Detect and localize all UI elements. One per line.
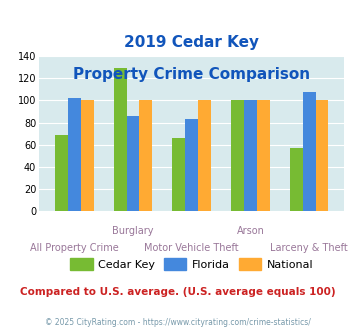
Bar (126, 116, 140, 211)
Text: © 2025 CityRating.com - https://www.cityrating.com/crime-statistics/: © 2025 CityRating.com - https://www.city… (45, 318, 310, 327)
Legend: Cedar Key, Florida, National: Cedar Key, Florida, National (66, 253, 317, 275)
Text: Arson: Arson (236, 226, 264, 236)
Bar (244, 100, 257, 211)
Bar (81, 100, 94, 211)
Bar (257, 100, 270, 211)
Text: All Property Crime: All Property Crime (30, 243, 119, 252)
Bar (316, 100, 328, 211)
Text: Compared to U.S. average. (U.S. average equals 100): Compared to U.S. average. (U.S. average … (20, 287, 335, 297)
Bar (198, 100, 211, 211)
Text: Burglary: Burglary (112, 226, 154, 236)
Bar (231, 100, 244, 211)
Text: Larceny & Theft: Larceny & Theft (270, 243, 348, 252)
Text: Motor Vehicle Theft: Motor Vehicle Theft (144, 243, 239, 252)
Bar (114, 68, 126, 211)
Bar (303, 91, 316, 211)
Bar (172, 138, 185, 211)
Bar (140, 100, 152, 211)
Bar (55, 135, 68, 211)
Bar (185, 119, 198, 211)
Bar (68, 98, 81, 211)
Text: 2019 Cedar Key: 2019 Cedar Key (124, 35, 259, 50)
Bar (290, 148, 303, 211)
Text: Property Crime Comparison: Property Crime Comparison (73, 50, 310, 82)
